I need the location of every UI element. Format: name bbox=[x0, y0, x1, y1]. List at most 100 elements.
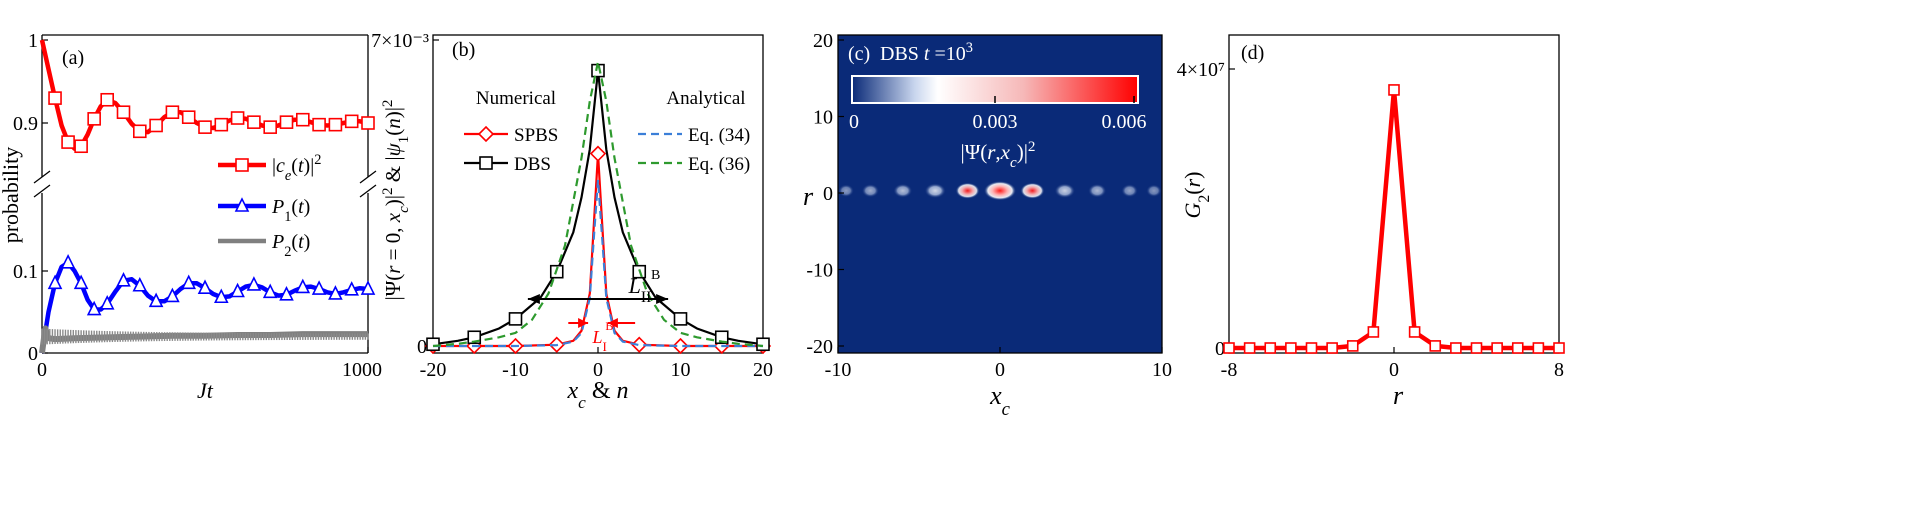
y-tick-label: 0.9 bbox=[13, 113, 38, 135]
series-1 bbox=[426, 63, 770, 352]
x-axis-label: Jt bbox=[197, 378, 214, 403]
data-point bbox=[148, 292, 164, 308]
data-point bbox=[230, 111, 245, 125]
data-point bbox=[60, 254, 76, 269]
x-tick-label: -8 bbox=[1221, 359, 1238, 381]
x-tick-label: -20 bbox=[420, 359, 447, 381]
x-tick-label: 0 bbox=[1389, 359, 1399, 381]
legend-label: SPBS bbox=[514, 125, 558, 146]
data-point bbox=[344, 114, 359, 129]
colorbar-label: |Ψ(r,xc)|2 bbox=[961, 139, 1036, 171]
data-point bbox=[73, 274, 89, 290]
data-point bbox=[181, 274, 196, 290]
series-0 bbox=[39, 39, 375, 154]
y-axis-label: G2(r) bbox=[1180, 171, 1213, 218]
data-point bbox=[426, 337, 440, 352]
colorbar-tick-label: 0.003 bbox=[973, 111, 1018, 133]
data-point bbox=[99, 295, 115, 310]
y-tick-label: 1 bbox=[28, 30, 38, 52]
x-tick-label: 0 bbox=[37, 359, 47, 381]
x-tick-label: 8 bbox=[1554, 359, 1564, 381]
y-tick-label: -20 bbox=[806, 336, 833, 358]
series-line bbox=[1229, 87, 1559, 351]
data-point bbox=[1305, 342, 1318, 354]
heatmap-blob bbox=[893, 183, 913, 198]
y-tick-label: 0 bbox=[28, 343, 38, 365]
data-point bbox=[48, 91, 62, 105]
data-point bbox=[214, 117, 229, 132]
data-point bbox=[100, 92, 114, 107]
data-point bbox=[328, 117, 343, 132]
data-point bbox=[1429, 340, 1442, 352]
data-point bbox=[74, 139, 88, 154]
data-point bbox=[263, 120, 278, 134]
panel-label: (a) bbox=[62, 47, 84, 69]
x-axis-label: xc bbox=[989, 381, 1011, 420]
y-tick-label: 20 bbox=[813, 30, 833, 52]
data-point bbox=[61, 135, 75, 149]
panel-label: (c) bbox=[848, 43, 870, 65]
data-point bbox=[1470, 342, 1483, 354]
data-point bbox=[247, 115, 261, 129]
axis-break-mark bbox=[33, 170, 51, 184]
x-axis-label: xc & n bbox=[567, 378, 629, 412]
data-point bbox=[214, 288, 229, 304]
arrow-head bbox=[527, 294, 540, 304]
series-line bbox=[432, 61, 764, 348]
heatmap-blob bbox=[924, 183, 946, 199]
data-point bbox=[1553, 342, 1565, 354]
arrow-head bbox=[607, 318, 618, 328]
arrow-head bbox=[656, 294, 669, 304]
panel-label: (b) bbox=[452, 39, 475, 61]
heatmap-blob bbox=[1088, 183, 1107, 198]
data-point bbox=[262, 283, 278, 299]
y-axis-label: probability bbox=[0, 147, 23, 244]
colorbar: 0 0.003 0.006 |Ψ(r,xc)|2 bbox=[849, 75, 1147, 171]
y-tick-label: 0 bbox=[417, 336, 427, 358]
legend-label: |ce(t)|2 bbox=[272, 152, 321, 184]
data-point bbox=[165, 105, 180, 120]
data-point bbox=[86, 300, 102, 316]
series-line bbox=[433, 179, 763, 348]
legend: |ce(t)|2 P1(t) P2(t) bbox=[218, 152, 321, 260]
data-point bbox=[181, 110, 196, 124]
legend-label: DBS bbox=[514, 154, 551, 175]
panel-label: (d) bbox=[1241, 42, 1264, 64]
legend-marker bbox=[234, 197, 250, 212]
heatmap-blob bbox=[1020, 182, 1045, 199]
data-point bbox=[279, 285, 294, 301]
data-point bbox=[149, 118, 163, 133]
series-line bbox=[39, 260, 369, 354]
legend: Numerical Analytical SPBS DBS Eq. (34) Eq. (3… bbox=[464, 88, 750, 175]
x-tick-label: -10 bbox=[825, 359, 852, 381]
data-point bbox=[714, 330, 729, 345]
data-point bbox=[133, 124, 147, 139]
data-point bbox=[589, 145, 607, 162]
data-point bbox=[360, 280, 376, 295]
data-point bbox=[132, 276, 148, 292]
panel-d: -8 0 804×10⁷(d)G2(r)r bbox=[1177, 34, 1565, 410]
x-tick-label: 10 bbox=[671, 359, 691, 381]
data-point bbox=[197, 279, 213, 295]
x-axis-label: r bbox=[1393, 381, 1404, 410]
data-point bbox=[361, 116, 375, 130]
y-tick-label: 7×10⁻³ bbox=[371, 30, 429, 52]
colorbar-tick-label: 0.006 bbox=[1102, 111, 1147, 133]
series-2 bbox=[433, 179, 763, 348]
data-point bbox=[1491, 342, 1503, 354]
annotation-label: LI bbox=[591, 327, 606, 354]
y-axis-label: r bbox=[803, 182, 814, 211]
heatmap-title: DBS t =103 bbox=[880, 40, 973, 65]
arrow-head bbox=[578, 318, 589, 328]
x-tick-label: -10 bbox=[502, 359, 529, 381]
legend-marker bbox=[479, 156, 493, 170]
annotation-label: LII bbox=[628, 273, 652, 306]
heatmap-blobs bbox=[838, 181, 1162, 201]
data-point bbox=[1511, 342, 1524, 354]
legend-label: Eq. (34) bbox=[688, 125, 750, 146]
heatmap-blob bbox=[838, 184, 854, 198]
data-point bbox=[1285, 342, 1297, 354]
data-point bbox=[1532, 342, 1545, 354]
